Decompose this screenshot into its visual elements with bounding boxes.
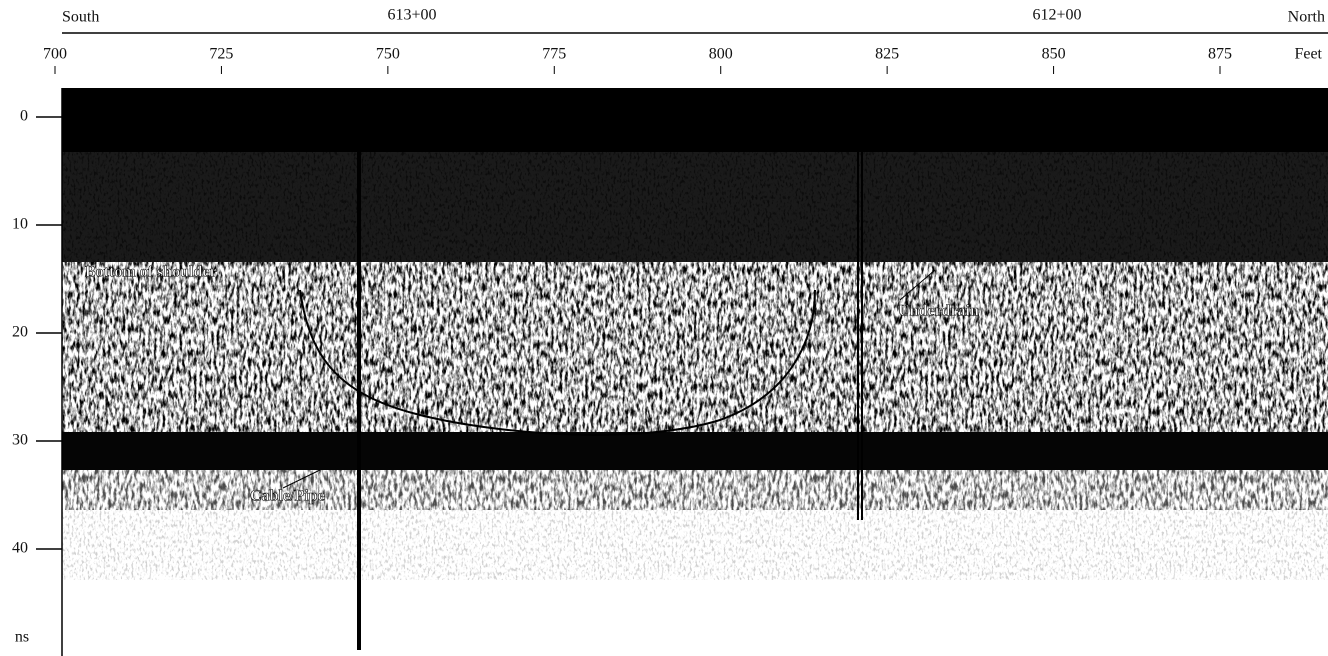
annotation: Bottom of shoulder (85, 264, 217, 281)
y-tick-label: 10 (12, 216, 28, 233)
y-tick-label: 30 (12, 432, 28, 449)
x-tick-label: 700 (43, 46, 67, 63)
x-tick-label: 725 (209, 46, 233, 63)
radargram-image (62, 88, 1328, 650)
header-left: South (62, 9, 99, 26)
annotation: Cable/Pipe (250, 488, 325, 505)
y-tick-label: 20 (12, 324, 28, 341)
station-label: 612+00 (1032, 7, 1081, 24)
x-tick-label: 775 (542, 46, 566, 63)
header-right: North (1288, 9, 1325, 26)
x-tick-label: 875 (1208, 46, 1232, 63)
y-tick-label: 40 (12, 540, 28, 557)
y-axis-label: ns (15, 629, 29, 646)
annotation: Underdrain (898, 303, 979, 320)
y-tick-label: 0 (20, 108, 28, 125)
station-label: 613+00 (387, 7, 436, 24)
x-tick-label: 850 (1042, 46, 1066, 63)
x-tick-label: 825 (875, 46, 899, 63)
x-tick-label: 800 (709, 46, 733, 63)
x-tick-label: 750 (376, 46, 400, 63)
x-axis-label: Feet (1294, 46, 1322, 63)
